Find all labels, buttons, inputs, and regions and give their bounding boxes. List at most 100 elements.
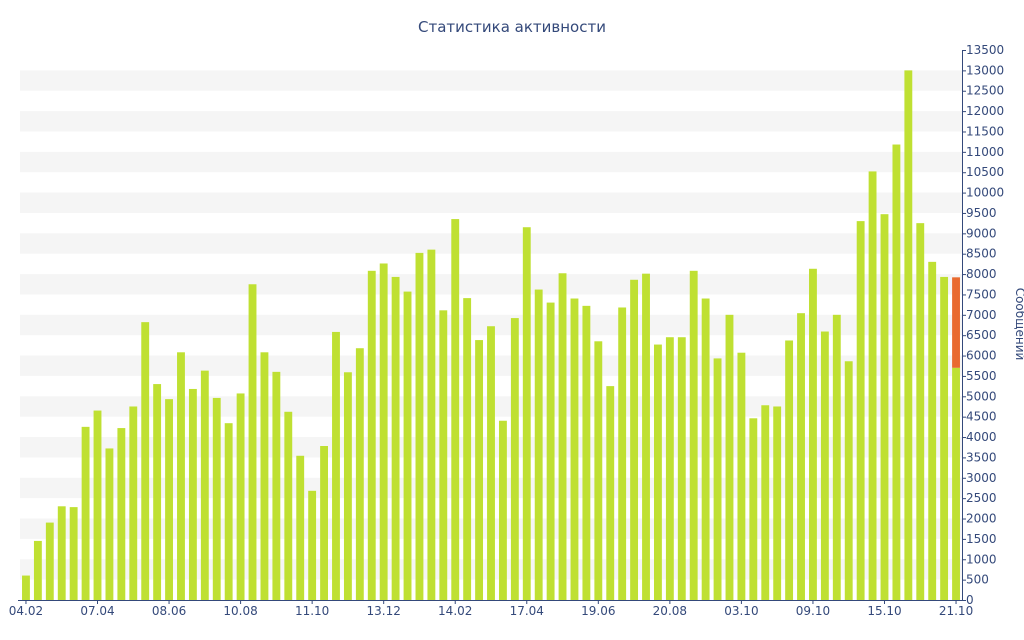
bar	[212, 397, 221, 600]
bar	[570, 298, 579, 600]
x-tick-label: 08.06	[152, 604, 186, 618]
bar	[832, 314, 841, 600]
y-tick-label: 1000	[966, 552, 997, 566]
y-tick-label: 5000	[966, 389, 997, 403]
bar	[57, 506, 66, 600]
y-tick-label: 6000	[966, 349, 997, 363]
grid-band	[20, 111, 962, 132]
bar	[534, 289, 543, 600]
y-tick-label: 8000	[966, 267, 997, 281]
y-tick-label: 2000	[966, 512, 997, 526]
bar	[642, 273, 650, 600]
y-tick-label: 4000	[966, 430, 997, 444]
bar	[343, 372, 352, 600]
bar	[952, 367, 960, 600]
bar	[296, 455, 305, 600]
y-tick-label: 4500	[966, 410, 997, 424]
bar	[129, 406, 138, 600]
bar	[379, 263, 388, 600]
x-tick-label: 09.10	[796, 604, 830, 618]
bar	[93, 410, 102, 600]
x-axis-ticks: 04.02 07.04 08.06 10.08 11.10 13.12 14.02 17.04…	[9, 600, 973, 618]
y-tick-label: 12500	[966, 84, 1004, 98]
bar	[487, 326, 495, 600]
bar	[153, 384, 162, 600]
x-tick-label: 19.06	[581, 604, 615, 618]
bar	[677, 337, 686, 600]
bar	[427, 249, 436, 600]
bar	[594, 341, 603, 600]
bar	[856, 221, 865, 600]
bar	[582, 305, 591, 600]
bar	[880, 214, 889, 600]
y-tick-label: 2500	[966, 491, 997, 505]
bar	[618, 307, 627, 600]
x-tick-label: 11.10	[295, 604, 329, 618]
bar	[510, 318, 519, 600]
bar	[665, 337, 674, 600]
x-tick-label: 03.10	[724, 604, 758, 618]
y-tick-label: 7500	[966, 287, 997, 301]
x-tick-label: 15.10	[867, 604, 901, 618]
bar	[45, 522, 54, 600]
y-tick-label: 3500	[966, 450, 997, 464]
bar	[713, 358, 722, 600]
bar	[224, 423, 233, 600]
bar	[403, 291, 412, 600]
bar	[105, 448, 114, 600]
bar	[451, 219, 460, 600]
bar	[367, 270, 376, 600]
bar	[320, 446, 328, 600]
y-axis-ticks: 0 500 1000 1500 2000 2500 3000 3500 4000 4500 5000…	[962, 43, 1004, 607]
bar	[332, 331, 340, 600]
bars	[22, 70, 960, 601]
y-tick-label: 7000	[966, 308, 997, 322]
y-tick-label: 5500	[966, 369, 997, 383]
bar	[654, 344, 662, 600]
grid-band	[20, 274, 962, 295]
bar	[785, 340, 794, 600]
bar	[272, 371, 281, 600]
y-tick-label: 10000	[966, 186, 1004, 200]
x-tick-label: 04.02	[9, 604, 43, 618]
bar	[809, 268, 817, 600]
bar	[117, 428, 126, 600]
y-tick-label: 12000	[966, 104, 1004, 118]
chart-title: Статистика активности	[418, 18, 606, 36]
bar	[141, 322, 150, 600]
y-tick-label: 10500	[966, 165, 1004, 179]
bar	[498, 420, 507, 600]
bar	[797, 313, 805, 600]
bar	[928, 261, 937, 600]
bar-highlight	[952, 277, 960, 368]
bar	[248, 284, 257, 600]
bar	[892, 144, 901, 600]
bar	[868, 171, 877, 600]
bar	[522, 227, 531, 600]
y-tick-label: 0	[966, 593, 974, 607]
grid-band	[20, 70, 962, 91]
x-tick-label: 10.08	[223, 604, 257, 618]
bar	[177, 352, 185, 600]
bar	[415, 252, 424, 600]
bar	[940, 276, 949, 600]
x-tick-label: 21.10	[939, 604, 973, 618]
bar	[701, 298, 710, 600]
bar	[165, 399, 173, 600]
y-tick-label: 13000	[966, 63, 1004, 77]
bar	[475, 340, 484, 600]
bar	[200, 370, 209, 600]
x-tick-label: 20.08	[653, 604, 687, 618]
bar	[355, 348, 364, 600]
bar	[546, 302, 555, 600]
bar	[22, 575, 30, 600]
bar	[81, 426, 90, 600]
bar	[737, 352, 746, 600]
bar	[630, 279, 639, 600]
bar	[904, 70, 913, 601]
bar	[69, 507, 78, 600]
bar	[773, 406, 782, 600]
bar	[463, 298, 472, 600]
bar	[188, 388, 197, 600]
